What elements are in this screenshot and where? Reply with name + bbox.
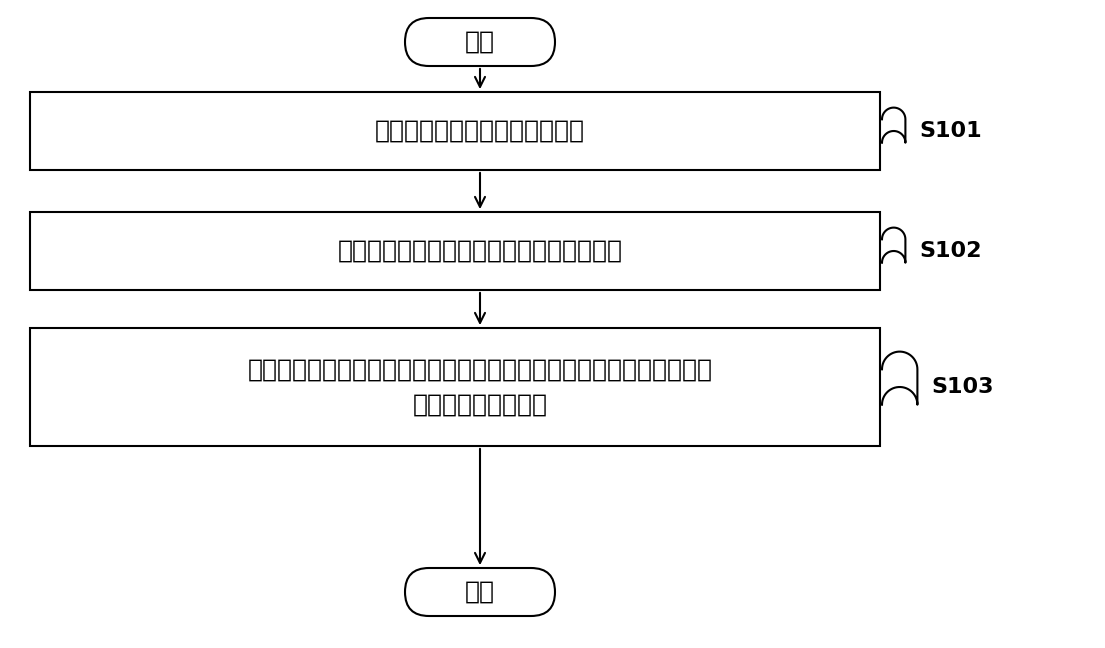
- Text: S103: S103: [932, 377, 993, 397]
- Text: 与所述发射线圈对准: 与所述发射线圈对准: [412, 393, 547, 417]
- Bar: [30, 328, 880, 446]
- Text: 至少根据所述发射线圈的位置确定行进路线: 至少根据所述发射线圈的位置确定行进路线: [337, 239, 622, 263]
- Text: S102: S102: [919, 241, 982, 261]
- FancyBboxPatch shape: [406, 18, 555, 66]
- Text: 按照所述行进路线控制所述汽车行驶，以使所述接收线圈的至少一部分: 按照所述行进路线控制所述汽车行驶，以使所述接收线圈的至少一部分: [248, 357, 713, 381]
- Text: S101: S101: [919, 121, 982, 141]
- Text: 获取用于充电的发射线圈的位置: 获取用于充电的发射线圈的位置: [375, 119, 585, 143]
- FancyBboxPatch shape: [406, 568, 555, 616]
- Text: 开始: 开始: [465, 30, 495, 54]
- Bar: [30, 212, 880, 290]
- Bar: [30, 92, 880, 170]
- Text: 结束: 结束: [465, 580, 495, 604]
